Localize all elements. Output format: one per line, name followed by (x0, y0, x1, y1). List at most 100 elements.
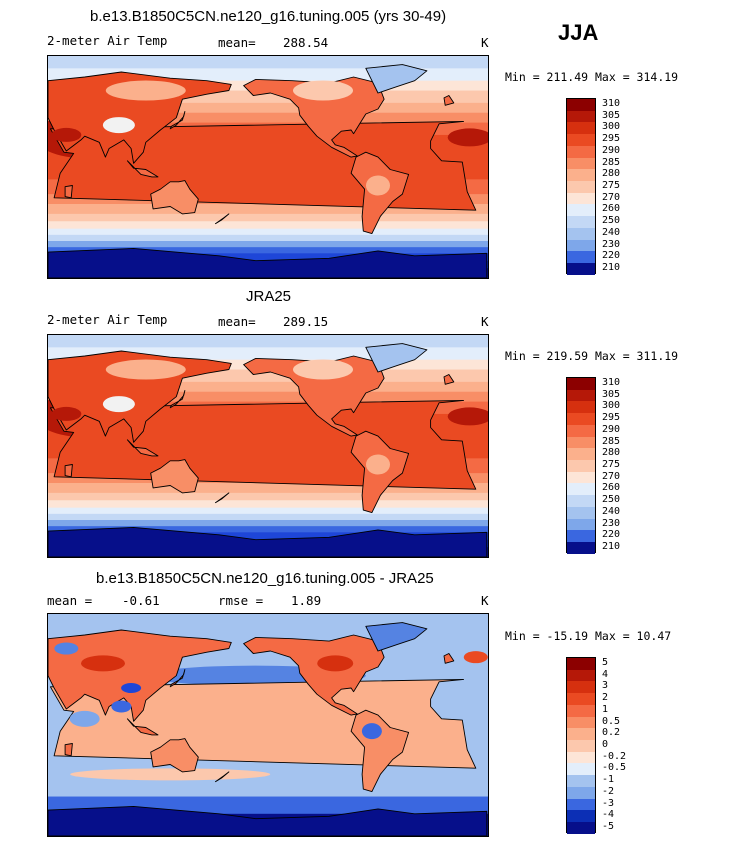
panel3-rmse-value: 1.89 (291, 593, 322, 608)
southern-warm-band (70, 768, 271, 781)
temperature-band (48, 532, 488, 541)
panel2-units: K (481, 314, 489, 329)
continent-namerica (243, 634, 385, 716)
colorbar-swatch (567, 483, 595, 496)
continent-japan (169, 669, 186, 688)
colorbar-swatch (567, 110, 595, 123)
colorbar-tick-label: 240 (602, 226, 621, 238)
colorbar-tick-label: 260 (602, 203, 621, 215)
colorbar-swatch (567, 775, 595, 787)
continent-antarctica (48, 247, 488, 278)
colorbar-tick-label: 220 (602, 250, 621, 262)
colorbar-tick-label: 270 (602, 470, 621, 482)
colorbar-swatch (567, 460, 595, 472)
colorbar-tick-label: 300 (602, 400, 621, 412)
panel1-colorbar: 310 305 300 295 290 285 280 275 270 260 250 240 230 2… (566, 98, 620, 275)
colorbar-tick-label: 275 (602, 180, 621, 191)
colorbar-swatch (567, 389, 595, 402)
temperature-band (48, 234, 488, 242)
temperature-band (48, 483, 488, 494)
andes-cool (366, 175, 390, 196)
colorbar-swatch (567, 122, 595, 135)
temperature-band (48, 520, 488, 527)
colorbar-swatch (567, 134, 595, 146)
continent-eurasia (48, 350, 232, 443)
colorbar-tick-label: 230 (602, 238, 621, 250)
colorbar-box (566, 377, 596, 554)
continent-madagascar (64, 185, 73, 199)
colorbar-swatch (567, 448, 595, 461)
colorbar-swatch (567, 424, 595, 437)
temperature-band (48, 247, 488, 254)
panel1-variable-label: 2-meter Air Temp (47, 33, 168, 48)
colorbar-tick-label: 1 (602, 703, 609, 715)
siberia-cool (105, 80, 186, 101)
panel3-units: K (481, 593, 489, 608)
europe-warm (463, 651, 488, 664)
panel2-map (47, 334, 489, 558)
panel1-title: b.e13.B1850C5CN.ne120_g16.tuning.005 (yr… (90, 8, 447, 25)
continent-greenland (365, 343, 428, 373)
colorbar-box (566, 98, 596, 275)
colorbar-swatch (567, 751, 595, 764)
map-canvas (48, 56, 488, 278)
colorbar-swatch (567, 495, 595, 507)
continent-eurasia (48, 71, 232, 164)
panel1-map (47, 55, 489, 279)
continent-namerica (243, 355, 385, 437)
siberia-cold-patch (54, 642, 79, 655)
panel1-units: K (481, 35, 489, 50)
andes-cool (366, 454, 390, 475)
continent-indonesia (126, 160, 159, 178)
na-warm (317, 655, 354, 672)
colorbar-tick-label: 270 (602, 191, 621, 203)
colorbar-tick-label: 240 (602, 505, 621, 517)
continent-newzealand (214, 213, 230, 225)
temperature-band (48, 500, 488, 509)
temperature-band (48, 253, 488, 262)
continent-uk (443, 374, 455, 385)
panel2-minmax: Min = 219.59 Max = 311.19 (505, 349, 679, 363)
colorbar-swatch (567, 704, 595, 717)
temperature-band (48, 507, 488, 515)
colorbar-swatch (567, 251, 595, 264)
temperature-band (48, 102, 488, 114)
continent-australia (150, 180, 199, 215)
colorbar-tick-label: -0.2 (602, 750, 627, 762)
siberia-cool (105, 359, 186, 380)
colorbar-tick-label: 295 (602, 133, 621, 145)
colorbar-swatch (567, 658, 595, 670)
colorbar-tick-label: -1 (602, 774, 615, 786)
colorbar-swatch (567, 157, 595, 170)
continent-eurasia (48, 629, 232, 722)
panel2-mean-value: 289.15 (283, 314, 329, 329)
panel1-minmax: Min = 211.49 Max = 314.19 (505, 70, 679, 84)
panel3-colorbar: 5 4 3 2 1 0.5 0.2 0 -0.2 -0.5 -1 -2 -3 -4 -5 (566, 657, 626, 834)
colorbar-tick-label: 5 (602, 656, 609, 668)
temperature-band (48, 526, 488, 533)
temperature-band (48, 513, 488, 521)
colorbar-swatch (567, 822, 595, 834)
colorbar-tick-label: 305 (602, 388, 621, 400)
colorbar-tick-label: 250 (602, 215, 621, 227)
colorbar-tick-label: 220 (602, 529, 621, 541)
colorbar-swatch (567, 413, 595, 425)
temperature-band (48, 335, 488, 348)
colorbar-tick-label: 305 (602, 109, 621, 121)
colorbar-swatch (567, 227, 595, 240)
continent-australia (150, 738, 199, 773)
colorbar-swatch (567, 216, 595, 228)
panel3-mean-value: -0.61 (122, 593, 160, 608)
colorbar-swatch (567, 763, 595, 776)
colorbar-swatch (567, 681, 595, 694)
continent-antarctica (48, 805, 488, 836)
colorbar-tick-label: 0 (602, 739, 609, 750)
colorbar-tick-label: -3 (602, 797, 615, 809)
continent-madagascar (64, 743, 73, 757)
panel3-title: b.e13.B1850C5CN.ne120_g16.tuning.005 - J… (96, 570, 434, 587)
sahara-hot (447, 407, 488, 426)
panel2-colorbar: 310 305 300 295 290 285 280 275 270 260 250 240 230 2… (566, 377, 620, 554)
colorbar-swatch (567, 99, 595, 111)
bay-bengal-cold (111, 700, 132, 713)
temperature-band (48, 112, 488, 124)
